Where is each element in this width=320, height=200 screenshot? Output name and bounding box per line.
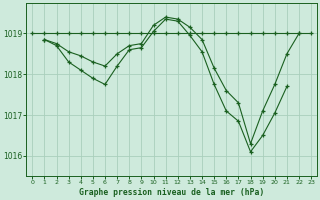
X-axis label: Graphe pression niveau de la mer (hPa): Graphe pression niveau de la mer (hPa): [79, 188, 264, 197]
